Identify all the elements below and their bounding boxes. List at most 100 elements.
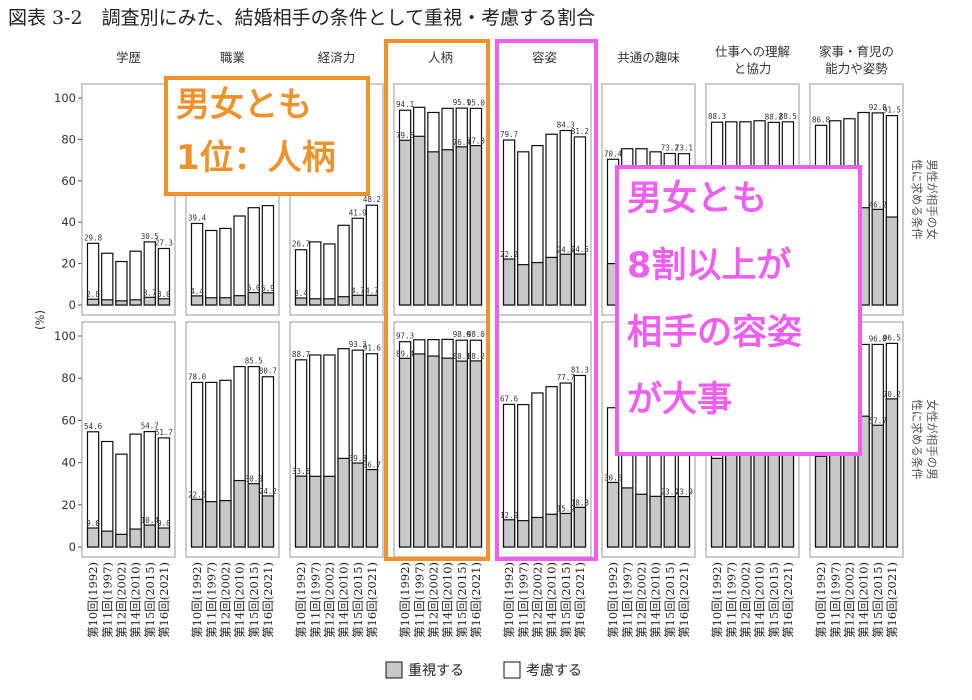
x-tick-label: 第15回(2015) — [559, 562, 573, 638]
data-label-emphasize: 36.7 — [363, 461, 381, 470]
bar-emphasize — [413, 135, 426, 306]
bar-emphasize — [398, 139, 412, 306]
x-tick-label: 第12回(2002) — [322, 562, 336, 638]
bar-emphasize — [573, 506, 587, 548]
data-label-total: 78.0 — [188, 372, 207, 381]
callout-text-appearance: 8割以上が — [627, 246, 791, 286]
data-label-emphasize: 23.9 — [661, 488, 679, 497]
bar-emphasize — [86, 527, 100, 548]
x-tick-label: 第15回(2015) — [871, 562, 885, 638]
data-label-emphasize: 4.4 — [190, 287, 204, 296]
data-label-total: 79.7 — [500, 130, 518, 139]
bar-emphasize — [365, 294, 379, 306]
x-tick-label: 第14回(2010) — [545, 562, 559, 638]
bar-emphasize — [129, 528, 142, 548]
x-tick-label: 第10回(1992) — [710, 562, 724, 638]
data-label-total: 67.6 — [500, 394, 519, 403]
data-label-total: 29.8 — [84, 233, 103, 242]
facet-label-6: 仕事への理解 — [715, 44, 790, 59]
data-label-emphasize: 79.6 — [396, 131, 415, 140]
bar-emphasize — [710, 457, 724, 548]
row-label: 男性が相手の女 — [925, 159, 939, 240]
x-tick-label: 第15回(2015) — [143, 562, 157, 638]
y-tick-label: 60 — [61, 413, 76, 427]
facet-label-4: 容姿 — [532, 50, 557, 65]
x-tick-label: 第12回(2002) — [738, 562, 752, 638]
bar-emphasize — [219, 297, 232, 306]
callout-text-appearance: が大事 — [627, 380, 732, 420]
data-label-emphasize: 5.9 — [261, 284, 275, 293]
bar-emphasize — [351, 462, 364, 548]
data-label-emphasize: 2.8 — [86, 290, 100, 299]
data-label-emphasize: 70.2 — [883, 390, 901, 399]
y-axis: (%) 0 20 40 60 80 100 0 20 40 60 80 100 — [33, 91, 82, 554]
x-tick-label: 第12回(2002) — [634, 562, 648, 638]
data-label-total: 39.4 — [188, 213, 207, 222]
y-tick-label: 0 — [69, 298, 76, 312]
y-tick-label: 100 — [54, 329, 76, 343]
bar-consider — [323, 243, 336, 306]
x-tick-label: 第15回(2015) — [455, 562, 469, 638]
data-label-emphasize: 3.0 — [157, 290, 171, 299]
bar-emphasize — [455, 146, 468, 306]
x-tick-label: 第12回(2002) — [426, 562, 440, 638]
data-label-total: 92.8 — [869, 103, 888, 112]
bar-emphasize — [190, 498, 204, 548]
bar-emphasize — [559, 253, 572, 306]
x-tick-label: 第14回(2010) — [233, 562, 247, 638]
x-axis: 第10回(1992) 第11回(1997) 第12回(2002) 第14回(2010)… — [86, 562, 899, 638]
bar-emphasize — [441, 149, 454, 306]
bar-emphasize — [843, 440, 856, 548]
data-label-emphasize: 22.2 — [500, 250, 518, 259]
data-label-total: 98.0 — [467, 330, 486, 339]
bar-emphasize — [309, 475, 322, 548]
data-label-emphasize: 24.5 — [557, 245, 575, 254]
data-label-emphasize: 15.9 — [557, 504, 575, 513]
figure-title: 図表 3-2 調査別にみた、結婚相手の条件として重視・考慮する割合 — [8, 7, 595, 29]
bar-emphasize — [294, 297, 308, 306]
y-tick-label: 20 — [61, 257, 76, 271]
data-label-emphasize: 39.8 — [349, 454, 368, 463]
x-tick-label: 第11回(1997) — [308, 562, 322, 638]
x-tick-label: 第10回(1992) — [294, 562, 308, 638]
bar-emphasize — [829, 449, 842, 548]
data-label-total: 54.6 — [84, 422, 103, 431]
facet-label-6: と協力 — [734, 61, 772, 76]
bar-emphasize — [753, 440, 766, 548]
data-label-emphasize: 57.7 — [869, 416, 887, 425]
data-label-emphasize: 76.4 — [453, 138, 472, 147]
data-label-emphasize: 30.6 — [604, 473, 623, 482]
data-label-emphasize: 23.9 — [675, 488, 693, 497]
data-label-total: 98.0 — [453, 330, 472, 339]
legend-label-consider: 考慮する — [526, 663, 582, 679]
data-label-emphasize: 77.0 — [467, 137, 486, 146]
x-tick-label: 第12回(2002) — [530, 562, 544, 638]
data-label-emphasize: 24.6 — [571, 245, 590, 254]
bar-emphasize — [190, 295, 204, 306]
bar-emphasize — [323, 475, 336, 548]
bar-emphasize — [86, 298, 100, 306]
data-label-total: 91.5 — [883, 106, 901, 115]
x-tick-label: 第10回(1992) — [606, 562, 620, 638]
data-label-emphasize: 12.9 — [500, 511, 518, 520]
data-label-emphasize: 88.2 — [467, 352, 485, 361]
data-label-emphasize: 18.8 — [571, 498, 590, 507]
data-label-total: 88.2 — [765, 112, 783, 121]
data-label-total: 27.3 — [155, 238, 173, 247]
data-label-total: 85.5 — [245, 357, 263, 366]
bar-emphasize — [115, 533, 128, 548]
x-tick-label: 第14回(2010) — [129, 562, 143, 638]
legend-swatch-emphasize — [385, 661, 403, 679]
x-tick-label: 第16回(2021) — [573, 562, 587, 638]
x-tick-label: 第16回(2021) — [469, 562, 483, 638]
data-label-total: 96.0 — [869, 334, 888, 343]
bar-emphasize — [247, 291, 260, 306]
bar-emphasize — [502, 258, 516, 306]
bar-emphasize — [427, 355, 440, 548]
x-tick-label: 第11回(1997) — [724, 562, 738, 638]
data-label-total: 81.3 — [571, 365, 589, 374]
x-tick-label: 第14回(2010) — [857, 562, 871, 638]
data-label-emphasize: 3.4 — [294, 289, 308, 298]
